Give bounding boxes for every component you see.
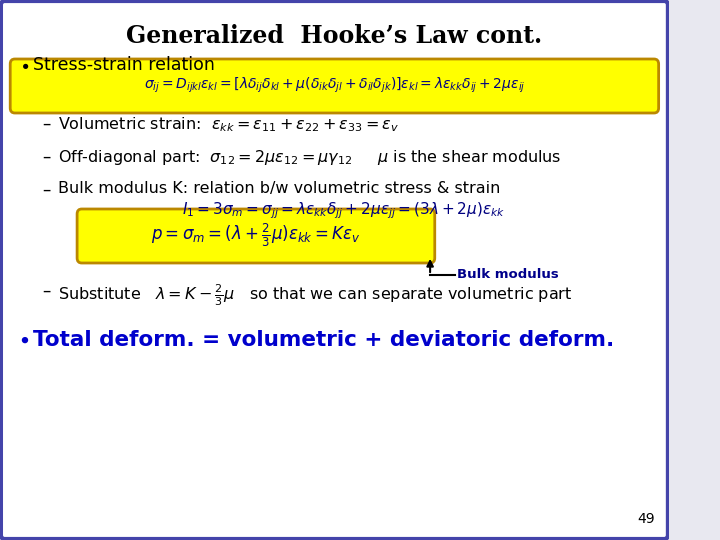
Text: $p = \sigma_m = (\lambda + \frac{2}{3}\mu)\varepsilon_{kk} = K\varepsilon_v$: $p = \sigma_m = (\lambda + \frac{2}{3}\m… xyxy=(150,221,360,249)
Text: Total deform. = volumetric + deviatoric deform.: Total deform. = volumetric + deviatoric … xyxy=(33,330,615,350)
Text: Bulk modulus: Bulk modulus xyxy=(457,267,559,280)
Text: Generalized  Hooke’s Law cont.: Generalized Hooke’s Law cont. xyxy=(127,24,542,48)
Text: Off-diagonal part:  $\sigma_{12} = 2\mu\varepsilon_{12} = \mu\gamma_{12}$     $\: Off-diagonal part: $\sigma_{12} = 2\mu\v… xyxy=(58,148,561,167)
Text: –: – xyxy=(42,115,51,133)
Text: $I_1 = 3\sigma_m = \sigma_{jj} = \lambda\varepsilon_{kk}\delta_{jj} + 2\mu\varep: $I_1 = 3\sigma_m = \sigma_{jj} = \lambda… xyxy=(182,200,505,221)
Text: 49: 49 xyxy=(637,512,655,526)
Text: Substitute   $\lambda = K - \frac{2}{3}\mu$   so that we can separate volumetric: Substitute $\lambda = K - \frac{2}{3}\mu… xyxy=(58,282,572,308)
Text: $\bullet$: $\bullet$ xyxy=(19,56,29,74)
Text: Bulk modulus K: relation b/w volumetric stress & strain: Bulk modulus K: relation b/w volumetric … xyxy=(58,181,500,196)
Text: $\bullet$: $\bullet$ xyxy=(17,330,29,350)
Text: $\sigma_{ij} = D_{ijkl}\varepsilon_{kl} = [\lambda\delta_{ij}\delta_{kl} + \mu(\: $\sigma_{ij} = D_{ijkl}\varepsilon_{kl} … xyxy=(144,76,525,94)
Text: –: – xyxy=(42,282,51,300)
FancyBboxPatch shape xyxy=(1,1,668,539)
FancyBboxPatch shape xyxy=(77,209,435,263)
Text: –: – xyxy=(42,148,51,166)
Text: Volumetric strain:  $\varepsilon_{kk} = \varepsilon_{11} + \varepsilon_{22} + \v: Volumetric strain: $\varepsilon_{kk} = \… xyxy=(58,115,399,134)
Text: Stress-strain relation: Stress-strain relation xyxy=(33,56,215,74)
FancyBboxPatch shape xyxy=(10,59,659,113)
Text: –: – xyxy=(42,181,51,199)
